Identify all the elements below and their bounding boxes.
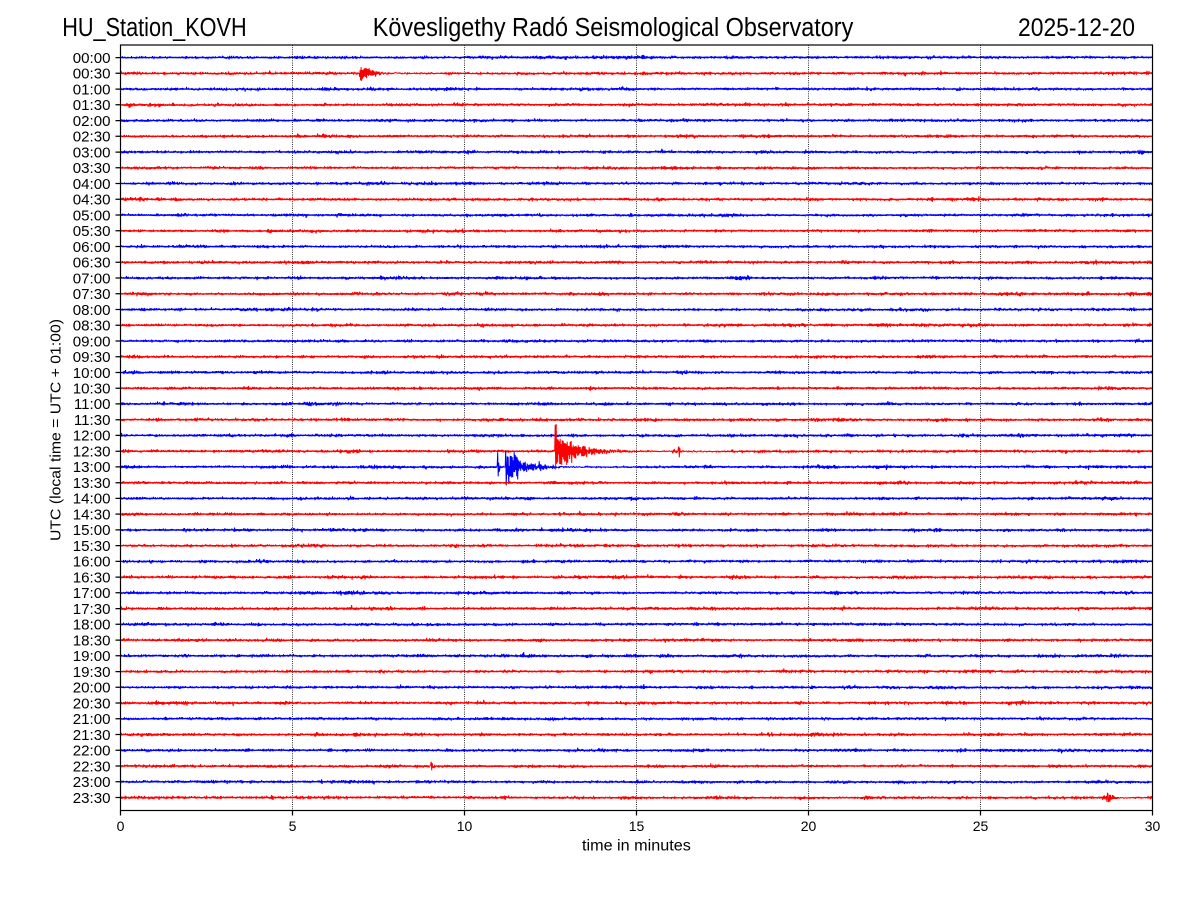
svg-text:01:30: 01:30 — [73, 97, 111, 114]
svg-text:06:00: 06:00 — [73, 239, 111, 256]
svg-text:25: 25 — [973, 818, 989, 834]
svg-text:04:00: 04:00 — [73, 176, 111, 193]
svg-text:08:00: 08:00 — [73, 302, 111, 319]
svg-text:18:00: 18:00 — [73, 617, 111, 634]
svg-text:14:30: 14:30 — [73, 506, 111, 523]
svg-text:03:30: 03:30 — [73, 160, 111, 177]
svg-text:03:00: 03:00 — [73, 144, 111, 161]
svg-text:21:00: 21:00 — [73, 711, 111, 728]
svg-text:23:00: 23:00 — [73, 774, 111, 791]
svg-text:17:30: 17:30 — [73, 601, 111, 618]
svg-text:18:30: 18:30 — [73, 632, 111, 649]
svg-text:22:30: 22:30 — [73, 758, 111, 775]
svg-text:16:00: 16:00 — [73, 554, 111, 571]
svg-text:30: 30 — [1145, 818, 1161, 834]
svg-text:11:30: 11:30 — [74, 412, 111, 429]
svg-text:00:00: 00:00 — [73, 50, 111, 67]
svg-text:HU_Station_KOVH: HU_Station_KOVH — [62, 14, 247, 42]
svg-text:23:30: 23:30 — [73, 790, 111, 807]
svg-text:10:30: 10:30 — [73, 380, 111, 397]
svg-text:5: 5 — [289, 818, 297, 834]
svg-text:05:30: 05:30 — [73, 223, 111, 240]
svg-text:15: 15 — [629, 818, 645, 834]
svg-text:15:00: 15:00 — [73, 522, 111, 539]
svg-text:07:30: 07:30 — [73, 286, 111, 303]
svg-text:16:30: 16:30 — [73, 569, 111, 586]
svg-text:14:00: 14:00 — [73, 491, 111, 508]
svg-text:02:30: 02:30 — [73, 129, 111, 146]
svg-text:10:00: 10:00 — [73, 365, 111, 382]
svg-text:13:00: 13:00 — [73, 459, 111, 476]
svg-text:09:00: 09:00 — [73, 333, 111, 350]
svg-text:01:00: 01:00 — [73, 81, 111, 98]
svg-text:06:30: 06:30 — [73, 255, 111, 272]
svg-text:09:30: 09:30 — [73, 349, 111, 366]
svg-text:12:00: 12:00 — [73, 428, 111, 445]
svg-text:08:30: 08:30 — [73, 318, 111, 335]
svg-text:Kövesligethy Radó Seismologica: Kövesligethy Radó Seismological Observat… — [373, 14, 854, 42]
svg-text:2025-12-20: 2025-12-20 — [1018, 14, 1135, 42]
svg-text:10: 10 — [457, 818, 473, 834]
svg-text:UTC (local time = UTC + 01:00): UTC (local time = UTC + 01:00) — [48, 319, 65, 541]
svg-text:07:00: 07:00 — [73, 270, 111, 287]
svg-text:12:30: 12:30 — [73, 443, 111, 460]
svg-text:11:00: 11:00 — [74, 396, 111, 413]
svg-text:21:30: 21:30 — [73, 727, 111, 744]
svg-text:22:00: 22:00 — [73, 743, 111, 760]
svg-text:13:30: 13:30 — [73, 475, 111, 492]
svg-text:20:30: 20:30 — [73, 695, 111, 712]
svg-text:05:00: 05:00 — [73, 207, 111, 224]
svg-text:20:00: 20:00 — [73, 680, 111, 697]
svg-text:20: 20 — [801, 818, 817, 834]
svg-text:0: 0 — [117, 818, 125, 834]
svg-text:19:00: 19:00 — [73, 648, 111, 665]
svg-text:00:30: 00:30 — [73, 66, 111, 83]
svg-text:time in minutes: time in minutes — [582, 838, 691, 855]
svg-text:19:30: 19:30 — [73, 664, 111, 681]
svg-text:17:00: 17:00 — [73, 585, 111, 602]
svg-text:04:30: 04:30 — [73, 192, 111, 209]
svg-text:02:00: 02:00 — [73, 113, 111, 130]
svg-text:15:30: 15:30 — [73, 538, 111, 555]
